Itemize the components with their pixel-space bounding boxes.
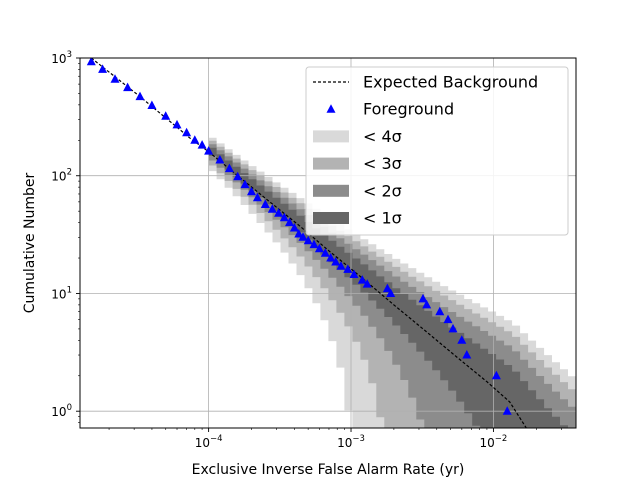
foreground-point bbox=[110, 74, 120, 83]
foreground-point bbox=[331, 257, 341, 266]
legend-patch-swatch bbox=[313, 184, 349, 197]
foreground-point bbox=[98, 64, 108, 73]
foreground-point bbox=[274, 208, 284, 217]
foreground-point bbox=[215, 155, 225, 164]
y-tick-label: 103 bbox=[51, 50, 72, 66]
expected-background-line bbox=[90, 58, 527, 428]
legend-label: Foreground bbox=[363, 100, 454, 119]
legend-frame bbox=[305, 66, 569, 236]
foreground-point bbox=[172, 119, 182, 129]
foreground-point bbox=[336, 261, 346, 270]
legend-patch-swatch bbox=[313, 130, 349, 143]
foreground-point bbox=[443, 314, 453, 324]
legend: Expected Background Foreground < 4σ < 3σ < 2… bbox=[305, 66, 569, 236]
y-axis-label: Cumulative Number bbox=[22, 172, 38, 313]
legend-label: < 1σ bbox=[363, 209, 402, 228]
foreground-point bbox=[233, 171, 243, 181]
foreground-point bbox=[289, 223, 299, 232]
foreground-point bbox=[86, 58, 96, 66]
foreground-point bbox=[135, 91, 145, 101]
foreground-point bbox=[418, 293, 428, 303]
foreground-point bbox=[294, 229, 304, 238]
foreground-point bbox=[457, 335, 467, 344]
foreground-point bbox=[252, 192, 262, 202]
foreground-point bbox=[343, 264, 353, 273]
foreground-point bbox=[190, 135, 200, 144]
foreground-point bbox=[224, 163, 234, 173]
plot-frame bbox=[79, 57, 577, 429]
foreground-point bbox=[161, 111, 171, 120]
foreground-point bbox=[422, 299, 432, 309]
foreground-point bbox=[76, 48, 85, 57]
x-tick-label: 10−4 bbox=[195, 434, 223, 450]
foreground-point bbox=[260, 199, 270, 208]
foreground-point bbox=[247, 186, 256, 196]
legend-patch-swatch bbox=[313, 212, 349, 224]
foreground-point bbox=[382, 283, 392, 293]
y-tick-label: 100 bbox=[51, 403, 72, 419]
x-tick-label: 10−2 bbox=[480, 434, 508, 450]
foreground-point bbox=[204, 146, 214, 155]
x-tick-label: 10−3 bbox=[337, 434, 365, 450]
x-axis-label: Exclusive Inverse False Alarm Rate (yr) bbox=[192, 462, 465, 478]
y-tick-label: 102 bbox=[51, 168, 72, 184]
foreground-point bbox=[240, 179, 250, 189]
legend-label: < 2σ bbox=[363, 181, 402, 200]
foreground-point bbox=[123, 82, 133, 92]
foreground-point bbox=[147, 100, 157, 109]
foreground-point bbox=[448, 323, 458, 333]
foreground-point bbox=[362, 279, 372, 288]
foreground-point bbox=[435, 306, 445, 316]
legend-patch-swatch bbox=[313, 157, 349, 170]
foreground-point bbox=[182, 127, 192, 137]
foreground-point bbox=[502, 406, 512, 415]
foreground-point bbox=[320, 248, 330, 257]
foreground-point bbox=[491, 370, 501, 380]
y-axis-ticks: 100 101 102 103 bbox=[51, 50, 80, 423]
foreground-point bbox=[197, 140, 207, 149]
foreground-point bbox=[462, 350, 472, 359]
foreground-point bbox=[314, 243, 324, 253]
y-tick-label: 101 bbox=[51, 285, 72, 301]
foreground-point bbox=[326, 253, 336, 262]
legend-label: < 3σ bbox=[363, 154, 402, 173]
expected-background-layer bbox=[90, 58, 527, 428]
foreground-points bbox=[76, 48, 512, 415]
foreground-point bbox=[357, 275, 367, 284]
legend-marker-swatch bbox=[326, 104, 336, 113]
foreground-point bbox=[386, 288, 396, 297]
legend-label: Expected Background bbox=[363, 73, 538, 92]
foreground-point bbox=[298, 232, 308, 241]
x-axis-ticks: 10−4 10−3 10−2 bbox=[108, 428, 562, 450]
legend-label: < 4σ bbox=[363, 127, 402, 146]
foreground-point bbox=[267, 204, 277, 213]
foreground-point bbox=[303, 235, 313, 245]
foreground-point bbox=[309, 239, 319, 249]
foreground-point bbox=[279, 212, 289, 222]
foreground-point bbox=[285, 217, 294, 227]
foreground-point bbox=[349, 269, 359, 278]
